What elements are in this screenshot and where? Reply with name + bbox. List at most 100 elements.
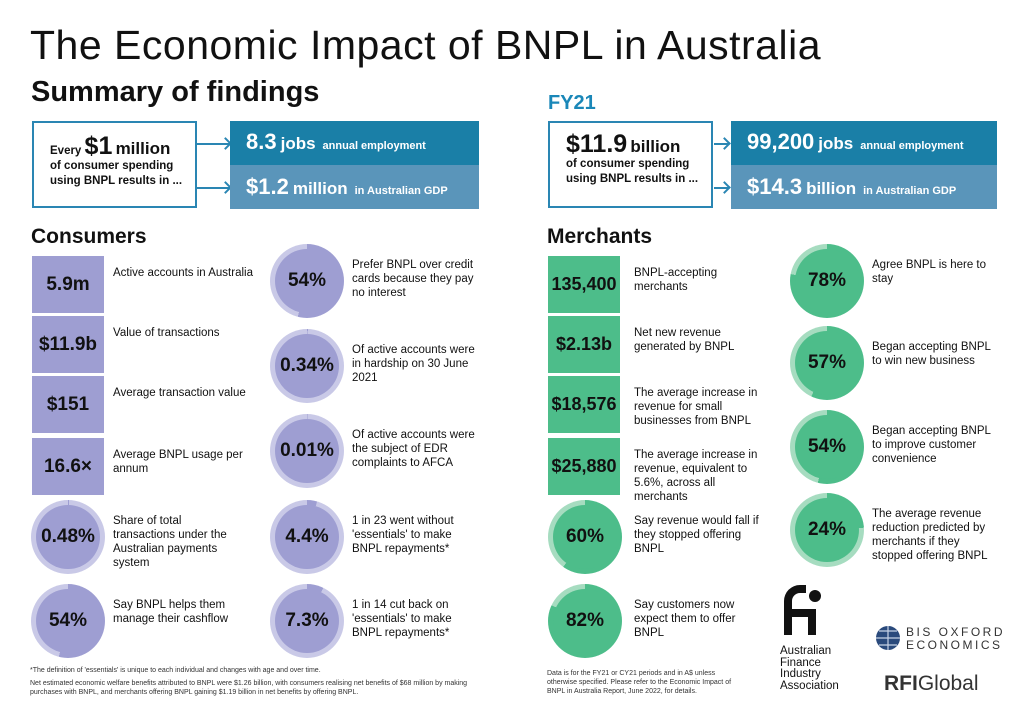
stat-value: $25,880	[551, 456, 617, 476]
stat-label: The average increase in revenue for smal…	[634, 387, 758, 427]
bis-line: BIS OXFORD	[906, 625, 1006, 639]
gdp-unit: billion	[806, 179, 857, 198]
bis-line: ECONOMICS	[906, 638, 1003, 652]
per-million-box: Every $1 million of consumer spending us…	[32, 121, 197, 208]
stat-ring: 54%	[270, 244, 344, 318]
ring-center: 54%	[275, 249, 339, 313]
ring-value: 4.4%	[285, 526, 329, 547]
stat-ring: 24%	[790, 493, 864, 567]
ring-label: Say customers now expect them to offer B…	[634, 599, 736, 639]
gdp-value: $14.3	[747, 174, 803, 199]
stat-value: 5.9m	[46, 273, 90, 295]
consumers-heading: Consumers	[31, 225, 147, 248]
jobs-value: 8.3	[246, 129, 277, 154]
stat-value: $18,576	[551, 394, 617, 414]
stat-value: 135,400	[551, 274, 617, 294]
stat-value: 16.6×	[43, 455, 93, 477]
gdp-value: $1.2	[246, 174, 289, 199]
stat-ring: 4.4%	[270, 500, 344, 574]
stat-box: $18,576	[548, 376, 620, 433]
ring-label: Say revenue would fall if they stopped o…	[634, 515, 759, 555]
rfi-bold: RFI	[884, 672, 918, 695]
stat-label: Active accounts in Australia	[113, 267, 253, 279]
ring-center: 0.34%	[275, 334, 339, 398]
desc-line: of consumer spending	[50, 160, 174, 172]
stat-label: Average BNPL usage per annum	[113, 449, 243, 475]
ring-value: 0.01%	[280, 440, 334, 461]
amount-unit: million	[115, 139, 171, 158]
stat-label: Net new revenue generated by BNPL	[634, 327, 735, 353]
ring-label: Of active accounts were the subject of E…	[352, 429, 475, 469]
ring-value: 54%	[287, 270, 327, 291]
jobs-desc: annual employment	[322, 140, 426, 152]
merchants-heading: Merchants	[547, 225, 653, 248]
gdp-unit: million	[292, 179, 348, 198]
ring-value: 60%	[565, 526, 605, 547]
ring-label: Of active accounts were in hardship on 3…	[352, 344, 475, 384]
stat-ring: 78%	[790, 244, 864, 318]
jobs-unit: jobs	[818, 134, 854, 153]
stat-value: $151	[46, 393, 90, 415]
stat-value: $2.13b	[555, 334, 613, 354]
total-box: $11.9 billion of consumer spending using…	[548, 121, 713, 208]
stat-label: Value of transactions	[113, 327, 220, 339]
ring-label: Agree BNPL is here to stay	[872, 259, 986, 285]
gdp-desc: in Australian GDP	[354, 185, 448, 197]
stat-ring: 0.48%	[31, 500, 105, 574]
stat-ring: 57%	[790, 326, 864, 400]
stat-ring: 82%	[548, 584, 622, 658]
stat-ring: 0.34%	[270, 329, 344, 403]
ring-value: 0.48%	[41, 526, 95, 547]
gdp-desc: in Australian GDP	[863, 185, 957, 197]
amount-unit: billion	[630, 137, 681, 156]
stat-box: 5.9m	[32, 256, 104, 313]
ring-label: Say BNPL helps them manage their cashflo…	[113, 599, 229, 625]
stat-box: $25,880	[548, 438, 620, 495]
ring-label: 1 in 14 cut back on 'essentials' to make…	[352, 599, 452, 639]
jobs-value: 99,200	[747, 129, 815, 154]
arrow-icon	[714, 187, 728, 189]
stat-box: 16.6×	[32, 438, 104, 495]
stat-box: $11.9b	[32, 316, 104, 373]
rfi-light: Global	[917, 672, 979, 695]
stat-value: $11.9b	[38, 333, 98, 355]
stat-ring: 54%	[790, 410, 864, 484]
every-text: Every	[50, 145, 82, 157]
stat-box: $151	[32, 376, 104, 433]
desc-line: of consumer spending	[566, 158, 690, 170]
ring-value: 54%	[48, 610, 88, 631]
page-title: The Economic Impact of BNPL in Australia	[30, 22, 821, 68]
ring-value: 78%	[807, 270, 847, 291]
ring-center: 78%	[795, 249, 859, 313]
afia-logo-text: Australian Finance Industry Association	[780, 645, 839, 692]
ring-label: Began accepting BNPL to improve customer…	[872, 425, 991, 465]
desc-line: using BNPL results in ...	[566, 173, 699, 185]
ring-label: Share of total transactions under the Au…	[113, 515, 227, 569]
stat-ring: 7.3%	[270, 584, 344, 658]
jobs-unit: jobs	[280, 134, 316, 153]
arrow-icon	[196, 187, 229, 189]
period-label: FY21	[548, 92, 596, 114]
footnote-essentials: *The definition of 'essentials' is uniqu…	[30, 667, 321, 674]
arrow-icon	[196, 143, 229, 145]
ring-label: Prefer BNPL over credit cards because th…	[352, 259, 474, 299]
ring-center: 0.01%	[275, 419, 339, 483]
ring-value: 82%	[565, 610, 605, 631]
stat-ring: 54%	[31, 584, 105, 658]
desc-line: using BNPL results in ...	[50, 175, 183, 187]
ring-value: 24%	[807, 519, 847, 540]
globe-icon	[876, 626, 900, 650]
ring-value: 0.34%	[280, 355, 334, 376]
ring-center: 54%	[795, 415, 859, 479]
amount: $1	[84, 132, 113, 160]
bis-logo: BIS OXFORD ECONOMICS	[906, 626, 1005, 652]
ring-center: 0.48%	[36, 505, 100, 569]
ring-center: 24%	[795, 498, 859, 562]
ring-center: 7.3%	[275, 589, 339, 653]
footnote-welfare: Net estimated economic welfare benefits …	[30, 680, 468, 696]
ring-center: 60%	[553, 505, 617, 569]
stat-label: BNPL-accepting merchants	[634, 267, 718, 293]
jobs-band: 99,200 jobs annual employment	[731, 121, 997, 165]
arrow-icon	[714, 143, 728, 145]
ring-center: 54%	[36, 589, 100, 653]
